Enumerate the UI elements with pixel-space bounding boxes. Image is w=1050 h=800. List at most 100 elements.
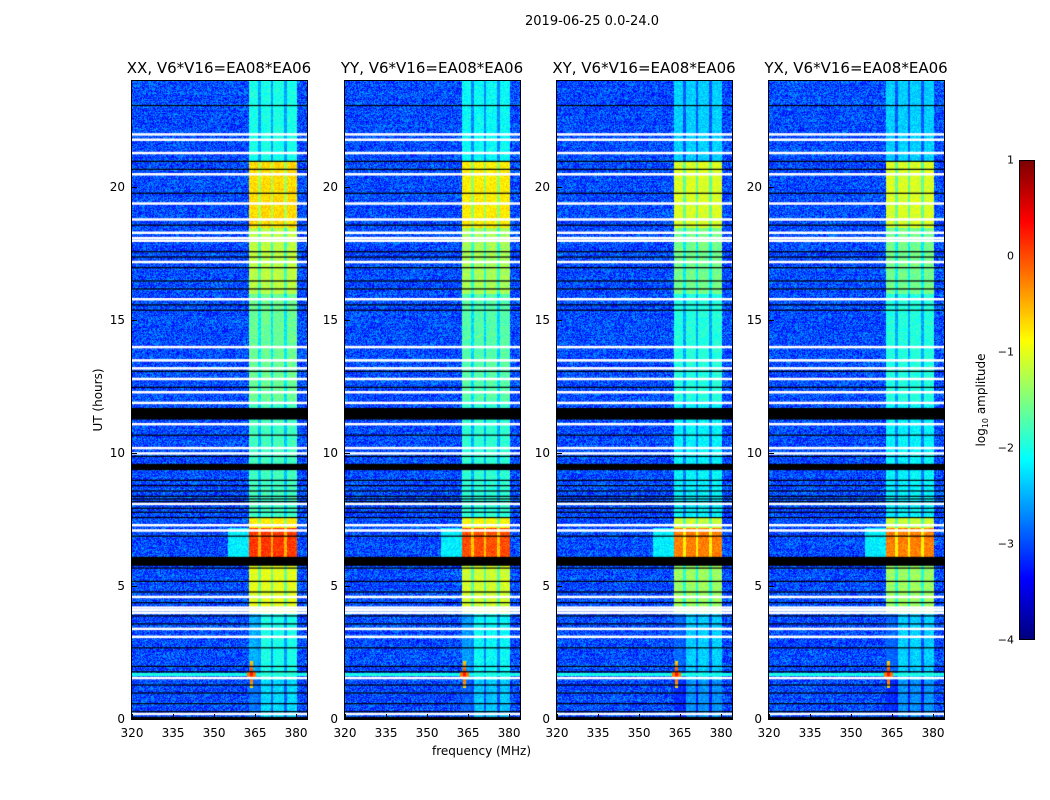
x-tick-label: 350 bbox=[627, 726, 651, 740]
x-tick-mark bbox=[509, 714, 511, 719]
y-tick-mark bbox=[132, 453, 137, 455]
x-tick-mark bbox=[933, 714, 935, 719]
y-tick-label: 5 bbox=[754, 579, 762, 594]
colorbar-label-sub: 10 bbox=[981, 417, 991, 429]
y-tick-label: 5 bbox=[330, 579, 338, 594]
y-tick-label: 15 bbox=[746, 313, 762, 328]
y-tick-label: 20 bbox=[534, 180, 550, 195]
colorbar bbox=[1019, 160, 1035, 640]
x-tick-mark bbox=[296, 714, 298, 719]
panel-title: YY, V6*V16=EA08*EA06 bbox=[340, 59, 524, 77]
colorbar-label: log10 amplitude bbox=[974, 354, 990, 447]
y-tick-mark bbox=[557, 586, 562, 588]
x-tick-label: 350 bbox=[415, 726, 439, 740]
y-tick-label: 10 bbox=[534, 446, 550, 461]
y-tick-label: 10 bbox=[322, 446, 338, 461]
x-tick-mark bbox=[851, 714, 853, 719]
y-tick-mark bbox=[769, 453, 774, 455]
y-tick-mark bbox=[345, 187, 350, 189]
x-tick-label: 335 bbox=[798, 726, 822, 740]
x-tick-mark bbox=[132, 714, 133, 719]
spectrogram-panel-2 bbox=[556, 80, 733, 720]
y-tick-mark bbox=[769, 719, 774, 720]
heatmap-image bbox=[132, 81, 307, 719]
x-tick-label: 365 bbox=[668, 726, 692, 740]
x-tick-mark bbox=[173, 714, 175, 719]
x-tick-mark bbox=[769, 714, 770, 719]
x-tick-label: 320 bbox=[545, 726, 569, 740]
panel-title: XY, V6*V16=EA08*EA06 bbox=[552, 59, 736, 77]
y-tick-label: 15 bbox=[322, 313, 338, 328]
y-tick-label: 0 bbox=[330, 712, 338, 726]
y-tick-mark bbox=[769, 187, 774, 189]
x-tick-label: 335 bbox=[161, 726, 185, 740]
x-tick-mark bbox=[810, 714, 812, 719]
y-tick-label: 0 bbox=[542, 712, 550, 726]
x-axis-label: frequency (MHz) bbox=[432, 744, 532, 758]
colorbar-label-log: log bbox=[973, 428, 988, 447]
x-tick-label: 335 bbox=[586, 726, 610, 740]
y-tick-mark bbox=[132, 719, 137, 720]
y-tick-mark bbox=[132, 187, 137, 189]
heatmap-image bbox=[769, 81, 944, 719]
x-tick-label: 380 bbox=[921, 726, 945, 740]
y-tick-mark bbox=[769, 320, 774, 322]
suptitle: 2019-06-25 0.0-24.0 bbox=[525, 14, 659, 29]
y-tick-label: 10 bbox=[746, 446, 762, 461]
x-tick-mark bbox=[721, 714, 723, 719]
x-tick-mark bbox=[214, 714, 216, 719]
x-tick-mark bbox=[598, 714, 600, 719]
colorbar-tick-label: −3 bbox=[997, 537, 1014, 551]
y-tick-label: 5 bbox=[117, 579, 125, 594]
heatmap-image bbox=[345, 81, 520, 719]
x-tick-label: 320 bbox=[757, 726, 781, 740]
spectrogram-panel-3 bbox=[768, 80, 945, 720]
x-tick-label: 320 bbox=[120, 726, 144, 740]
x-tick-label: 365 bbox=[243, 726, 267, 740]
colorbar-tick-label: 0 bbox=[1007, 249, 1014, 263]
x-tick-label: 320 bbox=[333, 726, 357, 740]
x-tick-label: 380 bbox=[284, 726, 308, 740]
colorbar-tick-label: −4 bbox=[997, 633, 1014, 647]
x-tick-label: 380 bbox=[709, 726, 733, 740]
y-tick-label: 0 bbox=[754, 712, 762, 726]
y-tick-label: 0 bbox=[117, 712, 125, 726]
y-axis-label: UT (hours) bbox=[91, 368, 105, 432]
spectrogram-panel-1 bbox=[344, 80, 521, 720]
x-tick-label: 365 bbox=[880, 726, 904, 740]
x-tick-mark bbox=[345, 714, 346, 719]
panel-title: XX, V6*V16=EA08*EA06 bbox=[126, 59, 312, 77]
y-tick-label: 10 bbox=[109, 446, 125, 461]
x-tick-label: 350 bbox=[839, 726, 863, 740]
x-tick-mark bbox=[892, 714, 894, 719]
x-tick-label: 335 bbox=[374, 726, 398, 740]
spectrogram-panel-0 bbox=[131, 80, 308, 720]
y-tick-label: 15 bbox=[534, 313, 550, 328]
y-tick-mark bbox=[557, 453, 562, 455]
y-tick-mark bbox=[769, 586, 774, 588]
x-tick-label: 365 bbox=[456, 726, 480, 740]
y-tick-mark bbox=[345, 719, 350, 720]
x-tick-mark bbox=[639, 714, 641, 719]
y-tick-mark bbox=[557, 320, 562, 322]
y-tick-mark bbox=[345, 586, 350, 588]
x-tick-mark bbox=[386, 714, 388, 719]
colorbar-tick-label: 1 bbox=[1007, 153, 1014, 167]
y-tick-mark bbox=[557, 187, 562, 189]
y-tick-label: 20 bbox=[746, 180, 762, 195]
x-tick-mark bbox=[468, 714, 470, 719]
x-tick-mark bbox=[680, 714, 682, 719]
y-tick-mark bbox=[345, 320, 350, 322]
y-tick-label: 20 bbox=[322, 180, 338, 195]
x-tick-mark bbox=[427, 714, 429, 719]
heatmap-image bbox=[557, 81, 732, 719]
y-tick-label: 15 bbox=[109, 313, 125, 328]
y-tick-mark bbox=[345, 453, 350, 455]
x-tick-mark bbox=[557, 714, 558, 719]
colorbar-tick-label: −2 bbox=[997, 441, 1014, 455]
y-tick-label: 20 bbox=[109, 180, 125, 195]
y-tick-label: 5 bbox=[542, 579, 550, 594]
x-tick-mark bbox=[255, 714, 257, 719]
y-tick-mark bbox=[132, 320, 137, 322]
